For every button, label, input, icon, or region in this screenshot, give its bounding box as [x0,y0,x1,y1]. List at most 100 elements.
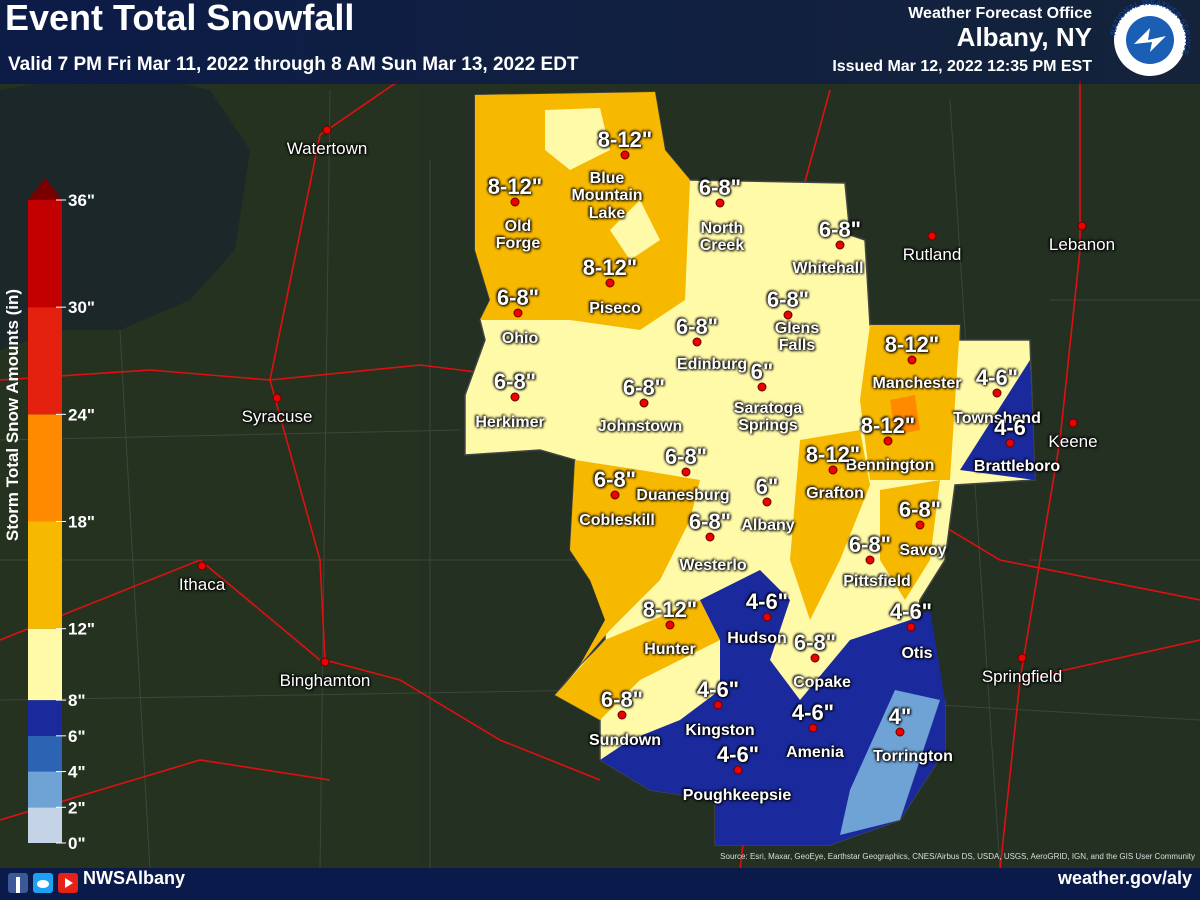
legend-tick-label: 8" [68,691,86,710]
city-dot [715,198,725,208]
place-name: Savoy [899,542,947,559]
place-name: Old Forge [495,218,541,253]
city-dot [835,240,845,250]
place-name: Brattleboro [973,458,1061,475]
snow-amount: 4-6" [745,589,789,614]
city-name: Syracuse [241,407,313,426]
snow-amount: 6-8" [766,287,810,312]
snow-amount: 6-8" [793,630,837,655]
legend-band [28,307,62,415]
website[interactable]: weather.gov/aly [1057,868,1192,888]
city-name: Lebanon [1048,235,1116,254]
city-dot [1068,418,1078,428]
city-dot [713,700,723,710]
city-dot [808,723,818,733]
snow-amount: 6-8" [848,532,892,557]
place-name: Sundown [589,732,661,749]
snow-amount: 6-8" [622,375,666,400]
place-name: Amenia [786,744,844,761]
snow-amount: 6-8" [600,687,644,712]
city-dot [906,622,916,632]
county-lines [0,89,1200,871]
snow-amount: 8-12" [860,413,916,438]
snow-amount: 6-8" [688,509,732,534]
city-dot [992,388,1002,398]
city-dot [927,231,937,241]
office: Weather Forecast Office [908,5,1092,22]
place-name: Herkimer [475,414,545,431]
city-dot [605,278,615,288]
city-dot [915,520,925,530]
legend-tick-label: 24" [68,405,95,424]
city-name: Springfield [981,667,1063,686]
city-dot [705,532,715,542]
city-dot [762,612,772,622]
city-dot [272,393,282,403]
city-name: Ithaca [178,575,226,594]
legend-band [28,771,62,808]
legend-band [28,807,62,843]
valid-period: Valid 7 PM Fri Mar 11, 2022 through 8 AM… [8,54,579,75]
city-dot [783,310,793,320]
footer-bar [0,868,1200,900]
snow-amount: 6" [755,474,779,499]
youtube-icon[interactable] [65,878,73,888]
legend-tick-label: 4" [68,763,86,782]
social-handle[interactable]: NWSAlbany [83,868,185,888]
legend-tick-label: 2" [68,798,86,817]
issued: Issued Mar 12, 2022 12:35 PM EST [832,58,1092,75]
place-name: Bennington [845,457,935,474]
city-dot [197,561,207,571]
city-dot [1077,221,1087,231]
city-dot [510,392,520,402]
city-dot [513,308,523,318]
snow-amount: 6-8" [675,314,719,339]
snow-amount: 6-8" [664,444,708,469]
place-name: Glens Falls [774,320,820,355]
snow-amount: 8-12" [884,332,940,357]
legend-tick-label: 18" [68,513,95,532]
facebook-icon[interactable] [16,877,20,893]
snow-amount: 4-6" [696,677,740,702]
place-name: Saratoga Springs [733,400,803,435]
place-name: Piseco [589,300,641,317]
place-name: Hunter [644,641,696,658]
place-name: Whitehall [792,260,864,277]
place-name: Copake [793,674,851,691]
snow-amount: 4-6 [994,415,1026,440]
snow-amount: 4" [888,704,912,729]
place-name: North Creek [699,220,745,255]
header-bar [0,0,1200,84]
place-name: Poughkeepsie [682,787,792,804]
city-dot [610,490,620,500]
legend-tick-label: 30" [68,298,95,317]
city-dot [320,657,330,667]
snowfall-regions [464,91,1036,846]
legend-tick-label: 12" [68,620,95,639]
place-name: Otis [901,645,933,662]
city-dot [828,465,838,475]
legend-band [28,200,62,308]
place-name: Kingston [685,722,755,739]
city-dot [757,382,767,392]
nws-logo [1134,28,1166,52]
snow-amount: 8-12" [582,255,638,280]
twitter-icon[interactable] [37,880,49,888]
snow-amount: 6-8" [818,217,862,242]
city-dot [883,436,893,446]
source: Source: Esri, Maxar, GeoEye, Earthstar G… [720,852,1195,861]
city-dot [810,653,820,663]
city-dot [865,555,875,565]
snow-amount: 6" [750,359,774,384]
snow-amount: 8-12" [597,127,653,152]
place-name: Hudson [727,630,787,647]
snow-amount: 4-6" [889,599,933,624]
lake-ontario [0,70,250,350]
place-name: Torrington [873,748,953,765]
place-name: Blue Mountain Lake [571,170,643,222]
snow-amount: 6-8" [698,175,742,200]
snow-amount: 6-8" [493,369,537,394]
snow-amount: 4-6" [716,742,760,767]
snow-amount: 4-6" [791,700,835,725]
legend-band [28,628,62,701]
